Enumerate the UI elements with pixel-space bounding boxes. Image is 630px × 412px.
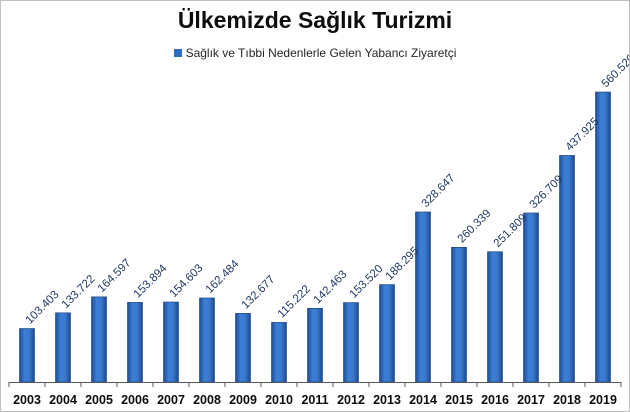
bar-2013 bbox=[379, 284, 395, 383]
category-label-2014: 2014 bbox=[409, 393, 437, 407]
bar-2003 bbox=[19, 328, 35, 383]
category-label-2010: 2010 bbox=[265, 393, 293, 407]
category-label-2003: 2003 bbox=[13, 393, 41, 407]
category-label-2015: 2015 bbox=[445, 393, 473, 407]
bar-2011 bbox=[307, 307, 323, 383]
category-label-2019: 2019 bbox=[589, 393, 617, 407]
legend-swatch bbox=[173, 48, 182, 57]
value-label-2014: 328.647 bbox=[420, 172, 458, 210]
category-label-2006: 2006 bbox=[121, 393, 149, 407]
bar-2009 bbox=[235, 313, 251, 383]
value-label-2007: 154.603 bbox=[168, 262, 206, 300]
value-label-2008: 162.484 bbox=[204, 258, 242, 296]
bar-2012 bbox=[343, 302, 359, 383]
bar-2018 bbox=[559, 155, 575, 383]
bar-2004 bbox=[55, 312, 71, 383]
bar-2010 bbox=[271, 322, 287, 383]
bar-2006 bbox=[127, 302, 143, 383]
value-label-2009: 132.677 bbox=[240, 274, 278, 312]
bar-2016 bbox=[487, 251, 503, 383]
category-label-2013: 2013 bbox=[373, 393, 401, 407]
value-label-2006: 153.894 bbox=[132, 262, 170, 300]
chart-title: Ülkemizde Sağlık Turizmi bbox=[177, 7, 453, 33]
value-label-2019: 560.520 bbox=[600, 52, 629, 90]
bar-2017 bbox=[523, 212, 539, 383]
chart-legend: Sağlık ve Tıbbi Nedenlerle Gelen Yabancı… bbox=[1, 46, 629, 60]
bar-2005 bbox=[91, 296, 107, 383]
bar-2007 bbox=[163, 301, 179, 383]
category-label-2017: 2017 bbox=[517, 393, 545, 407]
value-label-2005: 164.597 bbox=[96, 257, 134, 295]
bar-2019 bbox=[595, 91, 611, 383]
category-label-2007: 2007 bbox=[157, 393, 185, 407]
bar-2008 bbox=[199, 297, 215, 383]
bar-2014 bbox=[415, 211, 431, 383]
category-label-2005: 2005 bbox=[85, 393, 113, 407]
category-label-2016: 2016 bbox=[481, 393, 509, 407]
value-label-2015: 260.339 bbox=[456, 208, 494, 246]
category-label-2008: 2008 bbox=[193, 393, 221, 407]
category-label-2018: 2018 bbox=[553, 393, 581, 407]
category-label-2009: 2009 bbox=[229, 393, 257, 407]
category-label-2004: 2004 bbox=[49, 393, 77, 407]
category-label-2012: 2012 bbox=[337, 393, 365, 407]
legend-label: Sağlık ve Tıbbi Nedenlerle Gelen Yabancı… bbox=[185, 46, 457, 60]
bar-2015 bbox=[451, 247, 467, 383]
value-label-2011: 142.463 bbox=[312, 269, 350, 307]
category-label-2011: 2011 bbox=[301, 393, 328, 407]
